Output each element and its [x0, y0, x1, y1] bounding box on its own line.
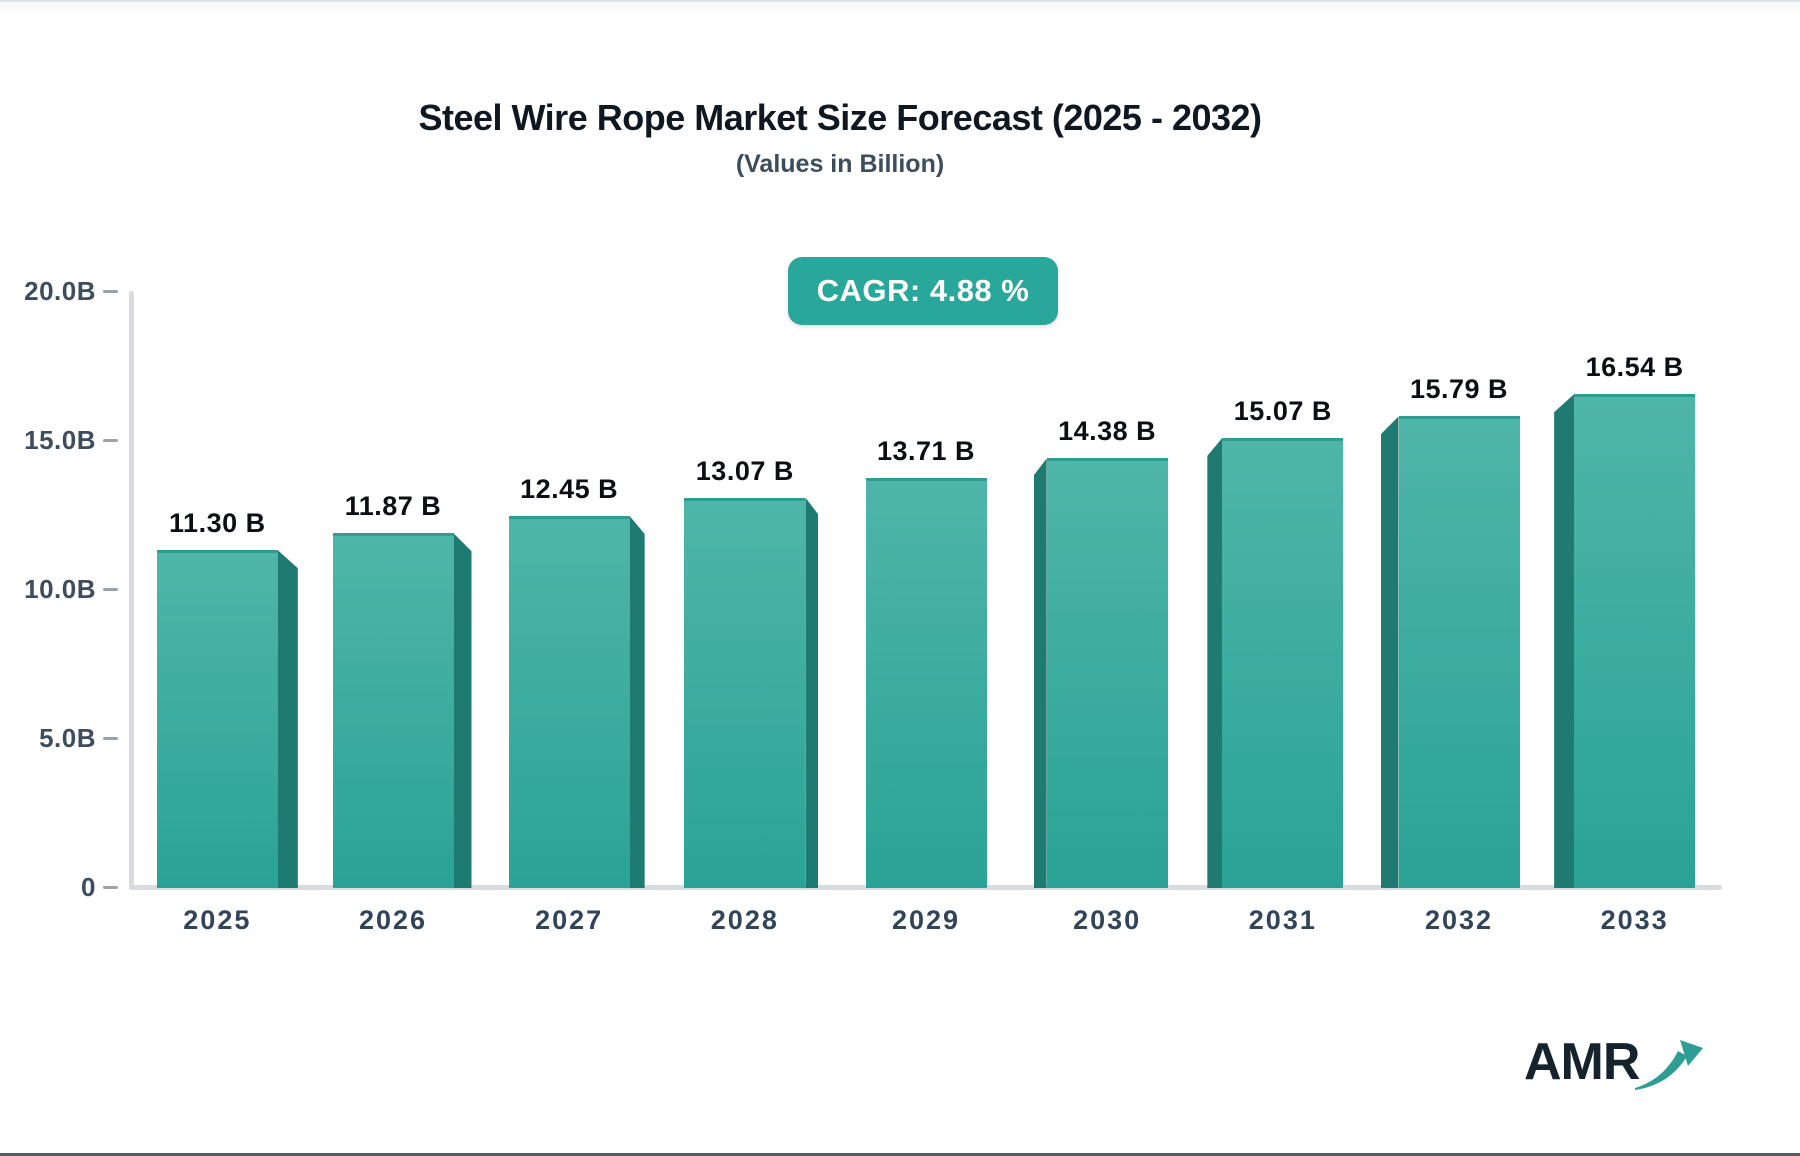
bar-side: [629, 515, 645, 888]
y-tick-dash: [103, 588, 118, 591]
y-tick-dash: [103, 439, 118, 442]
x-tick-label: 2030: [1073, 905, 1142, 935]
y-tick-label: 15.0B: [24, 425, 96, 455]
bar-2028: [684, 497, 806, 888]
cagr-badge-label: CAGR: 4.88 %: [816, 273, 1030, 308]
y-tick-label: 10.0B: [24, 574, 96, 604]
bar-value-label: 13.71 B: [876, 436, 976, 467]
x-tick-label: 2026: [358, 905, 428, 935]
bar-side: [1207, 437, 1223, 888]
bar-value-label: 16.54 B: [1585, 352, 1684, 383]
bar-2026: [332, 533, 454, 888]
x-tick-label: 2032: [1424, 905, 1494, 935]
bar-value-label: 11.87 B: [344, 491, 442, 522]
cagr-badge: CAGR: 4.88 %: [788, 257, 1058, 325]
bar-2029: [865, 478, 987, 888]
y-tick-label: 5.0B: [39, 723, 96, 753]
bar-2030: [1046, 458, 1168, 888]
y-tick-label: 20.0B: [24, 276, 96, 306]
bar-2031: [1222, 437, 1344, 888]
bar-side: [805, 497, 819, 888]
x-tick-label: 2027: [535, 905, 604, 935]
bar-value-label: 14.38 B: [1058, 416, 1157, 447]
chart-subtitle: (Values in Billion): [735, 150, 945, 178]
x-tick-label: 2033: [1600, 905, 1669, 935]
chart-title: Steel Wire Rope Market Size Forecast (20…: [418, 97, 1262, 138]
x-tick-label: 2028: [710, 905, 779, 935]
top-edge-band: [0, 0, 1800, 9]
y-tick-dash: [103, 737, 118, 740]
amr-logo-text: AMR: [1524, 1033, 1640, 1091]
bottom-edge-band: [0, 1153, 1800, 1156]
bar-side: [1554, 394, 1575, 888]
bar-value-label: 12.45 B: [520, 473, 619, 504]
bar-value-label: 13.07 B: [695, 455, 794, 486]
x-tick-label: 2025: [183, 905, 252, 935]
y-tick-dash: [103, 290, 118, 293]
x-tick-label: 2029: [891, 905, 961, 935]
bar-side: [453, 533, 472, 888]
bar-value-label: 15.79 B: [1409, 374, 1509, 405]
bar-value-label: 15.07 B: [1233, 395, 1332, 426]
growth-arrow-icon: [1635, 1040, 1704, 1090]
bar-side: [277, 550, 298, 888]
bar-value-label: 11.30 B: [169, 508, 266, 539]
y-tick-label: 0: [81, 872, 96, 902]
bar-side: [1033, 458, 1047, 888]
bar-2027: [508, 515, 630, 888]
x-tick-label: 2031: [1248, 905, 1317, 935]
y-axis-line: [129, 291, 134, 890]
bar-2033: [1574, 394, 1696, 888]
amr-logo: AMR: [1524, 1033, 1705, 1094]
y-tick-dash: [103, 886, 118, 889]
bar-2025: [156, 550, 278, 888]
bar-side: [1380, 416, 1399, 888]
bar-2032: [1398, 416, 1520, 888]
